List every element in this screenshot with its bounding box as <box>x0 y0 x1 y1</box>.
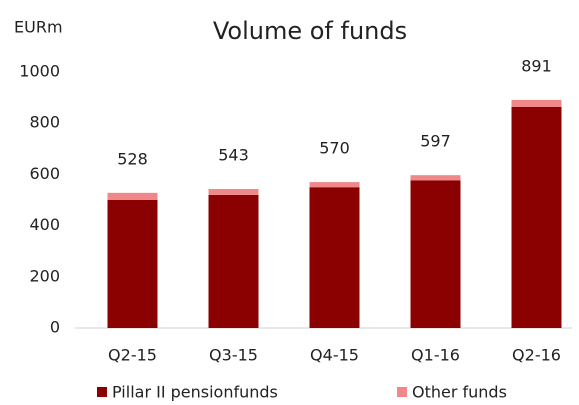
total-label: 543 <box>218 145 249 164</box>
bar-segment <box>410 175 461 181</box>
y-tick-label: 800 <box>29 113 60 132</box>
total-label: 570 <box>319 139 350 158</box>
x-tick-label: Q4-15 <box>310 346 359 365</box>
bar-segment <box>511 99 562 107</box>
y-tick-label: 0 <box>50 318 60 337</box>
y-axis-label: EURm <box>14 18 63 37</box>
x-tick-label: Q2-16 <box>512 346 561 365</box>
bar-segment <box>511 106 562 328</box>
x-tick-label: Q2-15 <box>108 346 157 365</box>
legend-label: Other funds <box>412 383 507 402</box>
y-tick-label: 600 <box>29 164 60 183</box>
bar-segment <box>107 200 158 328</box>
y-tick-label: 1000 <box>19 62 60 81</box>
bar-segment <box>208 194 259 328</box>
legend-swatch <box>97 387 107 397</box>
x-tick-label: Q3-15 <box>209 346 258 365</box>
bar-segment <box>107 192 158 200</box>
bar-segment <box>208 188 259 195</box>
total-label: 891 <box>521 56 552 75</box>
total-label: 528 <box>117 149 148 168</box>
legend-swatch <box>397 387 407 397</box>
y-tick-label: 200 <box>29 266 60 285</box>
legend-label: Pillar II pensionfunds <box>112 383 278 402</box>
bar-segment <box>410 180 461 328</box>
bar-segment <box>309 182 360 188</box>
bar-segment <box>309 187 360 328</box>
y-tick-label: 400 <box>29 215 60 234</box>
chart-title: Volume of funds <box>213 17 407 45</box>
x-tick-label: Q1-16 <box>411 346 460 365</box>
total-label: 597 <box>420 132 451 151</box>
